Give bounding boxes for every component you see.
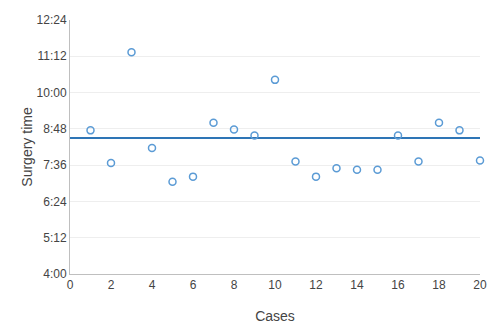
svg-text:18: 18: [432, 278, 446, 292]
svg-text:2: 2: [108, 278, 115, 292]
svg-text:Surgery time: Surgery time: [19, 107, 35, 187]
svg-text:6: 6: [190, 278, 197, 292]
svg-text:12:24: 12:24: [37, 13, 67, 27]
svg-text:10:00: 10:00: [37, 86, 67, 100]
svg-text:8:48: 8:48: [43, 122, 67, 136]
svg-text:5:12: 5:12: [43, 231, 67, 245]
svg-text:4: 4: [149, 278, 156, 292]
svg-text:8: 8: [231, 278, 238, 292]
svg-text:12: 12: [309, 278, 323, 292]
svg-text:7:36: 7:36: [43, 158, 67, 172]
svg-text:0: 0: [67, 278, 74, 292]
svg-text:16: 16: [391, 278, 405, 292]
svg-text:11:12: 11:12: [37, 49, 66, 63]
svg-text:20: 20: [473, 278, 487, 292]
svg-text:10: 10: [268, 278, 282, 292]
svg-text:4:00: 4:00: [43, 267, 67, 281]
svg-text:6:24: 6:24: [43, 195, 67, 209]
svg-text:14: 14: [350, 278, 364, 292]
svg-text:Cases: Cases: [255, 308, 295, 324]
